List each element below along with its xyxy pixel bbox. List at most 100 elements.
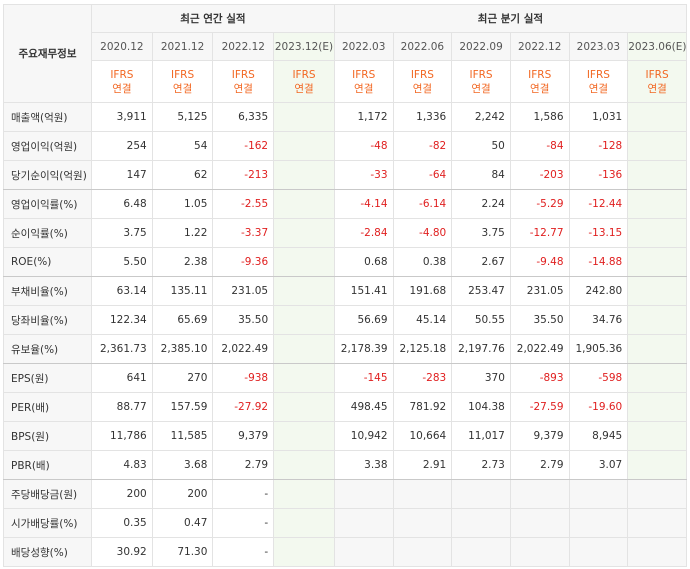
value-cell: [627, 334, 687, 364]
value-cell: 35.50: [212, 305, 275, 335]
consolidated-label: 연결: [294, 82, 314, 95]
value-cell: -12.77: [509, 218, 570, 248]
value-cell: [273, 479, 335, 509]
value-cell: 2,022.49: [212, 334, 275, 364]
value-cell: 270: [151, 363, 214, 393]
value-cell: 3.07: [568, 450, 629, 480]
table-row: 부채비율(%) 63.14 135.11 231.05 151.41 191.68 253.…: [2, 276, 687, 306]
value-cell: 1.22: [151, 218, 214, 248]
consolidated-label: 연결: [530, 82, 550, 95]
table-row: BPS(원) 11,786 11,585 9,379 10,942 10,664 11,01…: [2, 421, 687, 451]
value-cell: [273, 421, 335, 451]
row-label: PBR(배): [2, 450, 93, 480]
row-label: PER(배): [2, 392, 93, 422]
financial-summary-table: 주요재무정보 최근 연간 실적 최근 분기 실적 2020.12 2021.12 2…: [2, 4, 688, 567]
value-cell: [627, 102, 687, 132]
value-cell: [273, 305, 335, 335]
value-cell: -4.14: [333, 189, 394, 219]
value-cell: [273, 508, 335, 538]
value-cell: 10,942: [333, 421, 394, 451]
value-cell: [273, 247, 335, 277]
empty-cell: [627, 537, 687, 567]
period-header: 2023.12(E): [273, 32, 335, 61]
ifrs-header: IFRS 연결: [91, 60, 153, 103]
value-cell: [273, 218, 335, 248]
table-row: PER(배) 88.77 157.59 -27.92 498.45 781.92 104.3…: [2, 392, 687, 422]
value-cell: 56.69: [333, 305, 394, 335]
value-cell: 135.11: [151, 276, 214, 306]
value-cell: [627, 305, 687, 335]
ifrs-label: IFRS: [645, 68, 669, 81]
value-cell: 9,379: [509, 421, 570, 451]
value-cell: 191.68: [392, 276, 453, 306]
value-cell: 88.77: [91, 392, 153, 422]
value-cell: -33: [333, 160, 394, 190]
value-cell: -938: [212, 363, 275, 393]
value-cell: 2.91: [392, 450, 453, 480]
ifrs-label: IFRS: [110, 68, 134, 81]
value-cell: 1,031: [568, 102, 629, 132]
value-cell: 641: [91, 363, 153, 393]
value-cell: 2,242: [451, 102, 511, 132]
value-cell: 50.55: [451, 305, 511, 335]
row-label: 시가배당률(%): [2, 508, 93, 538]
period-header: 2021.12: [151, 32, 214, 61]
row-label: ROE(%): [2, 247, 93, 277]
value-cell: [627, 421, 687, 451]
value-cell: 6,335: [212, 102, 275, 132]
value-cell: -27.92: [212, 392, 275, 422]
value-cell: -64: [392, 160, 453, 190]
value-cell: 2,361.73: [91, 334, 153, 364]
value-cell: [627, 218, 687, 248]
value-cell: 147: [91, 160, 153, 190]
value-cell: [627, 160, 687, 190]
ifrs-label: IFRS: [528, 68, 552, 81]
ifrs-header: IFRS 연결: [151, 60, 214, 103]
ifrs-header: IFRS 연결: [392, 60, 453, 103]
value-cell: 104.38: [451, 392, 511, 422]
value-cell: 11,585: [151, 421, 214, 451]
value-cell: 1.05: [151, 189, 214, 219]
empty-cell: [451, 537, 511, 567]
period-header: 2020.12: [91, 32, 153, 61]
value-cell: -84: [509, 131, 570, 161]
value-cell: [273, 160, 335, 190]
value-cell: [273, 131, 335, 161]
row-label: 영업이익(억원): [2, 131, 93, 161]
value-cell: [627, 363, 687, 393]
value-cell: 1,905.36: [568, 334, 629, 364]
empty-cell: [509, 508, 570, 538]
value-cell: 30.92: [91, 537, 153, 567]
row-label: EPS(원): [2, 363, 93, 393]
consolidated-label: 연결: [233, 82, 253, 95]
row-label: 유보율(%): [2, 334, 93, 364]
value-cell: 2.79: [509, 450, 570, 480]
ifrs-label: IFRS: [231, 68, 255, 81]
consolidated-label: 연결: [588, 82, 609, 95]
row-label: 순이익률(%): [2, 218, 93, 248]
value-cell: -283: [392, 363, 453, 393]
value-cell: 200: [91, 479, 153, 509]
value-cell: -2.84: [333, 218, 394, 248]
table-row: 시가배당률(%) 0.35 0.47-: [2, 508, 687, 538]
table-row: 배당성향(%) 30.92 71.30-: [2, 537, 687, 567]
value-cell: 1,586: [509, 102, 570, 132]
empty-cell: [392, 508, 453, 538]
value-cell: -82: [392, 131, 453, 161]
value-cell: [627, 131, 687, 161]
empty-cell: [568, 508, 629, 538]
value-cell: -14.88: [568, 247, 629, 277]
row-label: 당기순이익(억원): [2, 160, 93, 190]
value-cell: 157.59: [151, 392, 214, 422]
value-cell: 2.73: [451, 450, 511, 480]
empty-cell: [509, 537, 570, 567]
value-cell: [273, 334, 335, 364]
value-cell: 2.24: [451, 189, 511, 219]
value-cell: 63.14: [91, 276, 153, 306]
empty-cell: [568, 479, 629, 509]
value-cell: 3,911: [91, 102, 153, 132]
value-cell: -12.44: [568, 189, 629, 219]
consolidated-label: 연결: [412, 82, 433, 95]
value-cell: -598: [568, 363, 629, 393]
empty-cell: [627, 479, 687, 509]
